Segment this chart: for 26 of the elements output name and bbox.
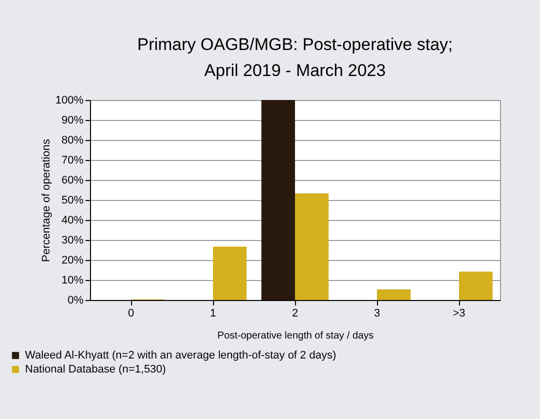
bar bbox=[213, 246, 247, 300]
legend-label: Waleed Al-Khyatt (n=2 with an average length-of-stay of 2 days) bbox=[25, 350, 336, 362]
y-tick-label: 20% bbox=[61, 254, 84, 266]
y-tick-label: 90% bbox=[61, 114, 84, 126]
x-tick-label: 1 bbox=[210, 308, 216, 320]
legend-label: National Database (n=1,530) bbox=[25, 364, 166, 376]
y-tick-label: 0% bbox=[68, 294, 84, 306]
x-axis-title: Post-operative length of stay / days bbox=[217, 330, 374, 342]
y-tick-label: 50% bbox=[61, 194, 84, 206]
bar bbox=[295, 193, 329, 300]
y-tick-label: 10% bbox=[61, 274, 84, 286]
y-tick-label: 40% bbox=[61, 214, 84, 226]
x-tick-label: >3 bbox=[452, 308, 466, 320]
y-tick-label: 80% bbox=[61, 134, 84, 146]
x-tick-label: 3 bbox=[374, 308, 380, 320]
y-axis-title: Percentage of operations bbox=[40, 138, 52, 262]
y-tick-label: 60% bbox=[61, 174, 84, 186]
x-tick-label: 0 bbox=[128, 308, 134, 320]
bar bbox=[377, 289, 411, 300]
y-tick-label: 70% bbox=[61, 154, 84, 166]
y-tick-label: 100% bbox=[55, 94, 84, 106]
chart-title: Primary OAGB/MGB: Post-operative stay; April 2019 - March 2023 bbox=[137, 35, 453, 80]
x-tick-label: 2 bbox=[292, 308, 298, 320]
bar bbox=[459, 272, 493, 300]
y-tick-label: 30% bbox=[61, 234, 84, 246]
bar bbox=[261, 100, 295, 300]
